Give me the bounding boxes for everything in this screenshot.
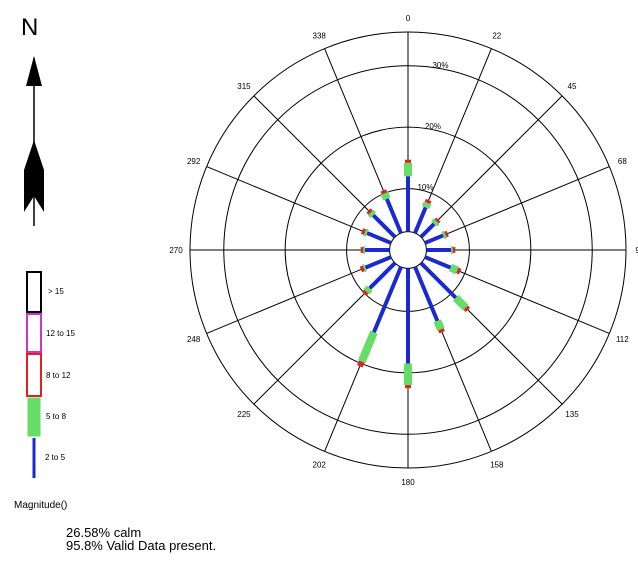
- petal-247.5-bin-0: [364, 255, 392, 270]
- legend-label-2to5: 2 to 5: [45, 453, 66, 462]
- petal-157.5-bin-0: [413, 266, 440, 322]
- rose-grid: [189, 31, 627, 469]
- petal-112.5-bin-0: [424, 255, 452, 270]
- legend-label-12to15: 12 to 15: [46, 329, 75, 338]
- direction-label-225: 225: [237, 410, 251, 419]
- petal-157.5-bin-1: [433, 319, 445, 331]
- direction-label-338: 338: [313, 32, 327, 41]
- direction-label-68: 68: [618, 157, 627, 166]
- calm-circle: [389, 231, 427, 269]
- petal-337.5-bin-2: [380, 189, 388, 195]
- petal-292.5-bin-2: [360, 228, 367, 235]
- petal-45-bin-0: [419, 222, 436, 239]
- direction-label-248: 248: [187, 335, 201, 344]
- petal-225-bin-2: [362, 289, 369, 296]
- petal-22.5-bin-1: [421, 201, 432, 209]
- calm-text: 26.58% calm: [66, 525, 142, 540]
- petal-202.5-bin-2: [357, 360, 365, 368]
- petal-135-bin-0: [419, 261, 458, 300]
- petal-202.5-bin-1: [358, 330, 378, 364]
- petal-135-bin-1: [452, 294, 469, 311]
- petal-67.5-bin-1: [441, 230, 447, 240]
- petal-67.5-bin-0: [424, 233, 444, 245]
- petal-292.5-bin-0: [366, 231, 392, 245]
- legend-swatch-5to8: [27, 397, 41, 437]
- legend-swatch-8to12: [26, 353, 42, 397]
- petal-247.5-bin-2: [359, 265, 365, 273]
- petal-247.5-bin-1: [362, 263, 367, 273]
- petal-225-bin-1: [363, 285, 373, 295]
- legend-swatch-12to15: [26, 313, 42, 353]
- petal-337.5-bin-0: [385, 198, 403, 234]
- ring-label-2: 30%: [432, 61, 448, 70]
- petal-135-bin-2: [463, 305, 471, 313]
- legend-label-gt15: > 15: [48, 287, 64, 296]
- petal-315-bin-2: [366, 208, 373, 215]
- direction-label-0: 0: [406, 14, 411, 23]
- legend-label-5to8: 5 to 8: [46, 412, 67, 421]
- spoke-68: [424, 166, 610, 244]
- rose-petals: [357, 159, 471, 389]
- direction-label-45: 45: [568, 82, 577, 91]
- rose-labels: 10% 20% 30% 0 22 45 68 90 112 135 158 180 202 225 248 2…: [169, 14, 638, 487]
- direction-label-292: 292: [187, 157, 201, 166]
- north-label: N: [21, 14, 39, 41]
- legend-title: Magnitude(): [14, 500, 68, 511]
- direction-label-158: 158: [490, 460, 504, 469]
- direction-label-180: 180: [401, 478, 415, 487]
- petal-315-bin-0: [371, 213, 397, 239]
- petal-292.5-bin-1: [363, 228, 369, 237]
- direction-label-22: 22: [492, 32, 501, 41]
- petal-22.5-bin-0: [413, 206, 428, 234]
- petal-337.5-bin-1: [380, 191, 391, 201]
- direction-label-90: 90: [636, 246, 638, 255]
- petal-45-bin-1: [431, 218, 440, 227]
- petal-202.5-bin-0: [372, 266, 403, 334]
- direction-label-135: 135: [565, 410, 579, 419]
- legend-label-8to12: 8 to 12: [46, 371, 71, 380]
- valid-data-text: 95.8% Valid Data present.: [66, 538, 217, 553]
- spoke-248: [206, 256, 392, 334]
- direction-label-202: 202: [313, 460, 327, 469]
- legend-swatch-gt15: [26, 271, 42, 313]
- direction-label-112: 112: [616, 335, 629, 344]
- petal-45-bin-2: [434, 217, 441, 224]
- direction-label-270: 270: [169, 246, 183, 255]
- ring-label-1: 20%: [425, 122, 441, 131]
- petal-22.5-bin-2: [424, 198, 432, 205]
- petal-225-bin-0: [368, 261, 397, 290]
- ring-label-0: 10%: [417, 183, 433, 192]
- direction-label-315: 315: [237, 82, 251, 91]
- petal-112.5-bin-1: [449, 263, 459, 275]
- petal-157.5-bin-2: [438, 328, 445, 334]
- spoke-292: [206, 166, 392, 244]
- petal-112.5-bin-2: [456, 267, 462, 275]
- petal-67.5-bin-2: [444, 230, 449, 238]
- spoke-45: [420, 95, 563, 238]
- petal-315-bin-1: [367, 209, 377, 219]
- north-arrow-icon: [24, 56, 44, 226]
- legend: > 15 12 to 15 8 to 12 5 to 8 2 to 5: [26, 271, 75, 478]
